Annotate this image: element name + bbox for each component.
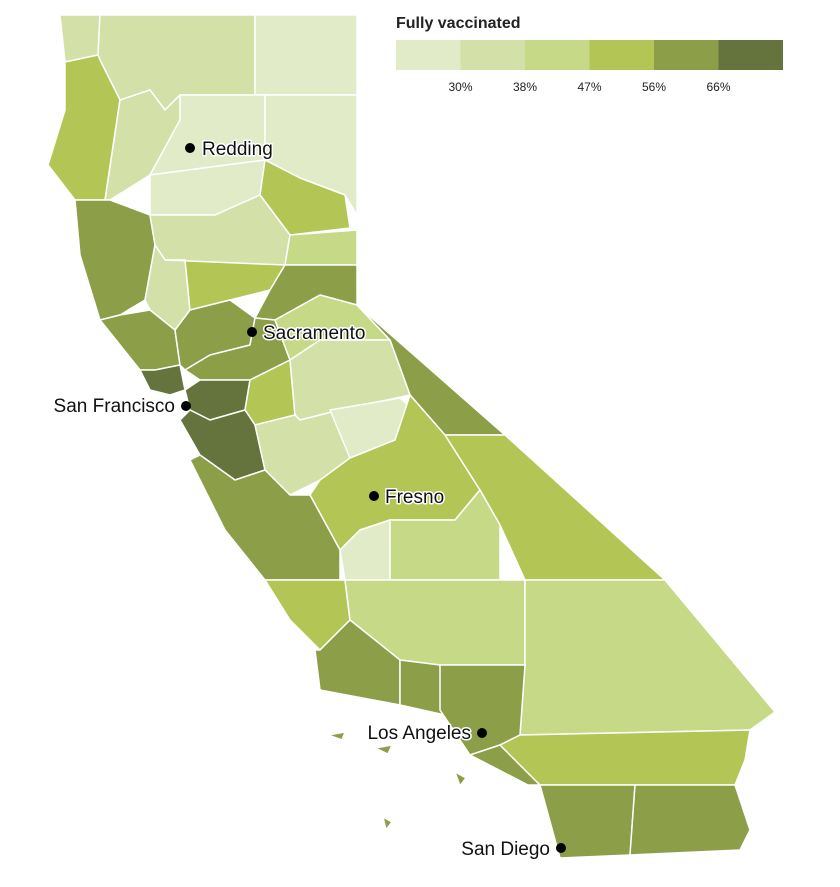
legend-title: Fully vaccinated bbox=[396, 15, 521, 32]
city-dot bbox=[556, 843, 566, 853]
legend-tick-label: 38% bbox=[513, 80, 537, 94]
city-dot bbox=[181, 401, 191, 411]
city-dot bbox=[247, 327, 257, 337]
city-label: San Diego bbox=[461, 839, 550, 860]
legend-tick-label: 30% bbox=[448, 80, 472, 94]
county bbox=[254, 14, 358, 96]
legend: Fully vaccinated 30% 38% 47% 56% 66% bbox=[396, 15, 783, 94]
city-label: Redding bbox=[202, 139, 273, 160]
legend-swatch bbox=[396, 40, 461, 70]
county bbox=[629, 784, 751, 856]
legend-swatch bbox=[589, 40, 654, 70]
legend-swatch bbox=[460, 40, 525, 70]
legend-tick-label: 56% bbox=[642, 80, 666, 94]
counties bbox=[47, 14, 776, 859]
city-dot bbox=[369, 491, 379, 501]
legend-swatch bbox=[525, 40, 590, 70]
city-dot bbox=[185, 143, 195, 153]
city-dot bbox=[477, 728, 487, 738]
legend-swatch bbox=[654, 40, 719, 70]
legend-tick-label: 66% bbox=[706, 80, 730, 94]
county bbox=[327, 731, 346, 741]
city-label: Los Angeles bbox=[367, 723, 471, 744]
cities: Redding Sacramento San Francisco Fresno … bbox=[52, 138, 566, 862]
county bbox=[399, 659, 446, 716]
legend-swatch bbox=[718, 40, 783, 70]
legend-tick-label: 47% bbox=[577, 80, 601, 94]
county bbox=[59, 14, 101, 63]
city-label: San Francisco bbox=[54, 396, 175, 417]
county bbox=[499, 729, 751, 786]
city-label: Sacramento bbox=[263, 323, 365, 344]
county bbox=[454, 771, 467, 787]
county bbox=[382, 816, 393, 831]
city-label: Fresno bbox=[385, 487, 444, 508]
county bbox=[374, 744, 393, 755]
county bbox=[284, 229, 358, 266]
